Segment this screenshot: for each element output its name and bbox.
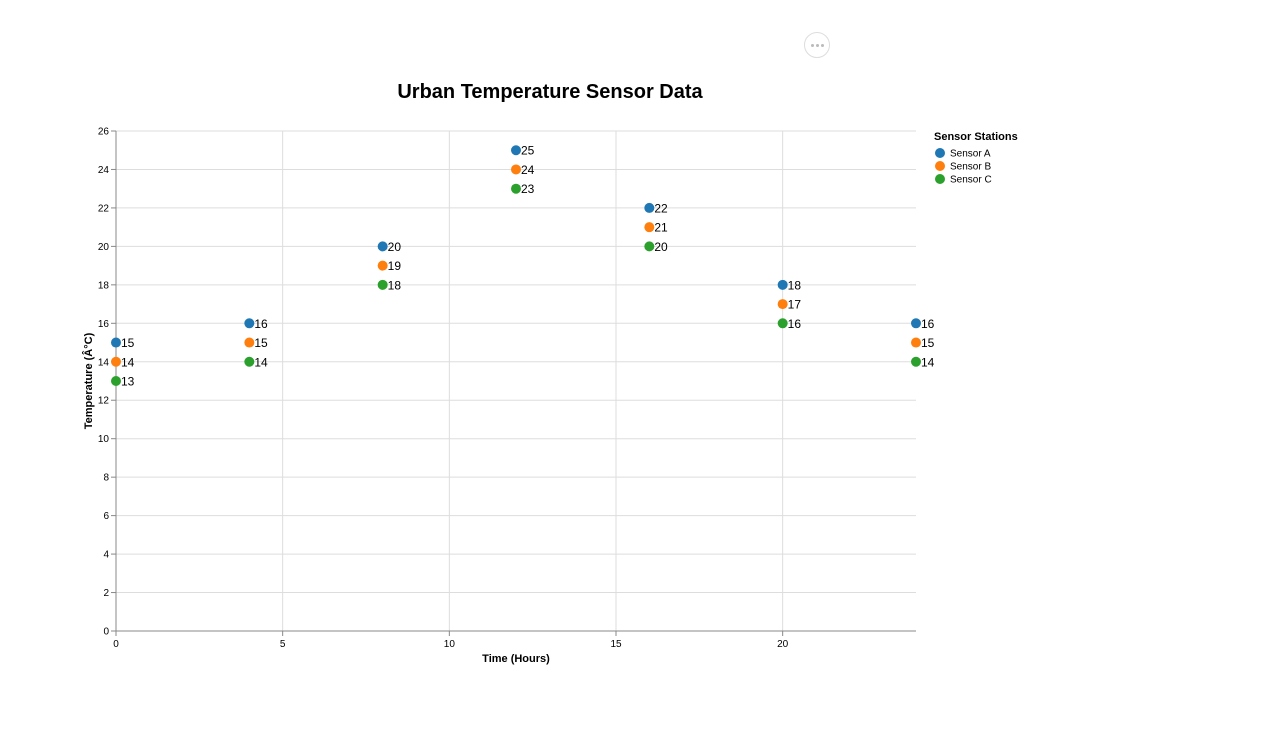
series-sensor-b: 14 15 19 24 21 17 15 xyxy=(111,163,935,369)
data-label: 14 xyxy=(254,355,268,369)
data-point[interactable] xyxy=(644,241,655,252)
y-tick-label: 10 xyxy=(98,434,110,445)
chart-title: Urban Temperature Sensor Data xyxy=(397,81,703,103)
legend-label: Sensor B xyxy=(950,162,991,173)
y-tick-label: 0 xyxy=(103,627,109,638)
data-label: 22 xyxy=(654,201,668,215)
x-tick-label: 5 xyxy=(280,639,286,650)
data-label: 14 xyxy=(121,355,135,369)
data-points: 15 16 20 25 22 18 16 14 15 19 24 21 17 15 13 14 18 23 20 16… xyxy=(111,144,935,389)
data-label: 18 xyxy=(788,278,802,292)
x-tick-label: 20 xyxy=(777,639,789,650)
data-label: 21 xyxy=(654,221,668,235)
data-point[interactable] xyxy=(777,279,788,290)
data-label: 15 xyxy=(921,336,935,350)
data-label: 19 xyxy=(388,259,402,273)
legend-label: Sensor C xyxy=(950,175,992,186)
data-point[interactable] xyxy=(777,299,788,310)
x-tick-label: 0 xyxy=(113,639,119,650)
data-point[interactable] xyxy=(644,202,655,213)
data-point[interactable] xyxy=(244,318,255,329)
data-label: 14 xyxy=(921,355,935,369)
x-axis-title: Time (Hours) xyxy=(482,653,550,665)
data-point[interactable] xyxy=(511,183,521,194)
data-point[interactable] xyxy=(777,318,788,329)
data-label: 18 xyxy=(388,278,402,292)
legend-item[interactable]: Sensor B xyxy=(935,161,991,173)
data-label: 16 xyxy=(254,317,268,331)
y-tick-label: 2 xyxy=(103,588,109,599)
y-tick-label: 14 xyxy=(98,357,110,368)
legend: Sensor Stations Sensor A Sensor B Sensor C xyxy=(934,131,1018,186)
data-point[interactable] xyxy=(911,337,921,348)
y-tick-label: 16 xyxy=(98,319,110,330)
y-tick-label: 24 xyxy=(98,165,110,176)
series-sensor-a: 15 16 20 25 22 18 16 xyxy=(111,144,935,350)
data-label: 15 xyxy=(121,336,135,350)
data-point[interactable] xyxy=(377,260,388,271)
data-point[interactable] xyxy=(111,356,121,367)
y-tick-label: 8 xyxy=(103,473,109,484)
data-point[interactable] xyxy=(244,337,255,348)
y-tick-label: 22 xyxy=(98,203,110,214)
data-point[interactable] xyxy=(244,356,255,367)
chart-actions-menu-button[interactable] xyxy=(804,32,830,58)
legend-item[interactable]: Sensor C xyxy=(935,174,992,186)
legend-label: Sensor A xyxy=(950,149,991,160)
data-point[interactable] xyxy=(911,318,921,329)
data-point[interactable] xyxy=(911,356,921,367)
data-label: 16 xyxy=(921,317,935,331)
data-point[interactable] xyxy=(111,337,121,348)
ellipsis-icon-dot-3 xyxy=(820,43,824,47)
x-tick-label: 10 xyxy=(444,639,456,650)
data-point[interactable] xyxy=(511,164,521,175)
data-point[interactable] xyxy=(377,241,388,252)
x-tick-label: 15 xyxy=(610,639,622,650)
y-axis-title: Temperature (Â°C) xyxy=(82,332,95,429)
data-point[interactable] xyxy=(377,279,388,290)
data-label: 25 xyxy=(521,144,535,158)
data-label: 20 xyxy=(654,240,668,254)
data-label: 20 xyxy=(388,240,402,254)
data-label: 13 xyxy=(121,375,135,389)
y-tick-label: 12 xyxy=(98,396,110,407)
data-label: 17 xyxy=(788,298,802,312)
data-point[interactable] xyxy=(111,376,121,386)
legend-symbol xyxy=(935,161,945,171)
legend-item[interactable]: Sensor A xyxy=(935,148,991,160)
ellipsis-icon xyxy=(810,43,814,47)
legend-symbol xyxy=(935,174,945,184)
ellipsis-icon-dot-2 xyxy=(815,43,819,47)
y-tick-label: 6 xyxy=(103,511,109,522)
y-tick-label: 4 xyxy=(103,550,109,561)
grid xyxy=(115,130,916,632)
data-label: 15 xyxy=(254,336,268,350)
legend-symbol xyxy=(935,148,945,158)
series-sensor-c: 13 14 18 23 20 16 14 xyxy=(111,182,935,389)
data-label: 16 xyxy=(788,317,802,331)
y-tick-label: 18 xyxy=(98,280,110,291)
y-tick-label: 20 xyxy=(98,242,110,253)
y-tick-label: 26 xyxy=(98,127,110,138)
data-label: 23 xyxy=(521,182,535,196)
data-point[interactable] xyxy=(644,222,655,233)
data-label: 24 xyxy=(521,163,535,177)
legend-title: Sensor Stations xyxy=(934,131,1018,143)
data-point[interactable] xyxy=(511,145,521,156)
